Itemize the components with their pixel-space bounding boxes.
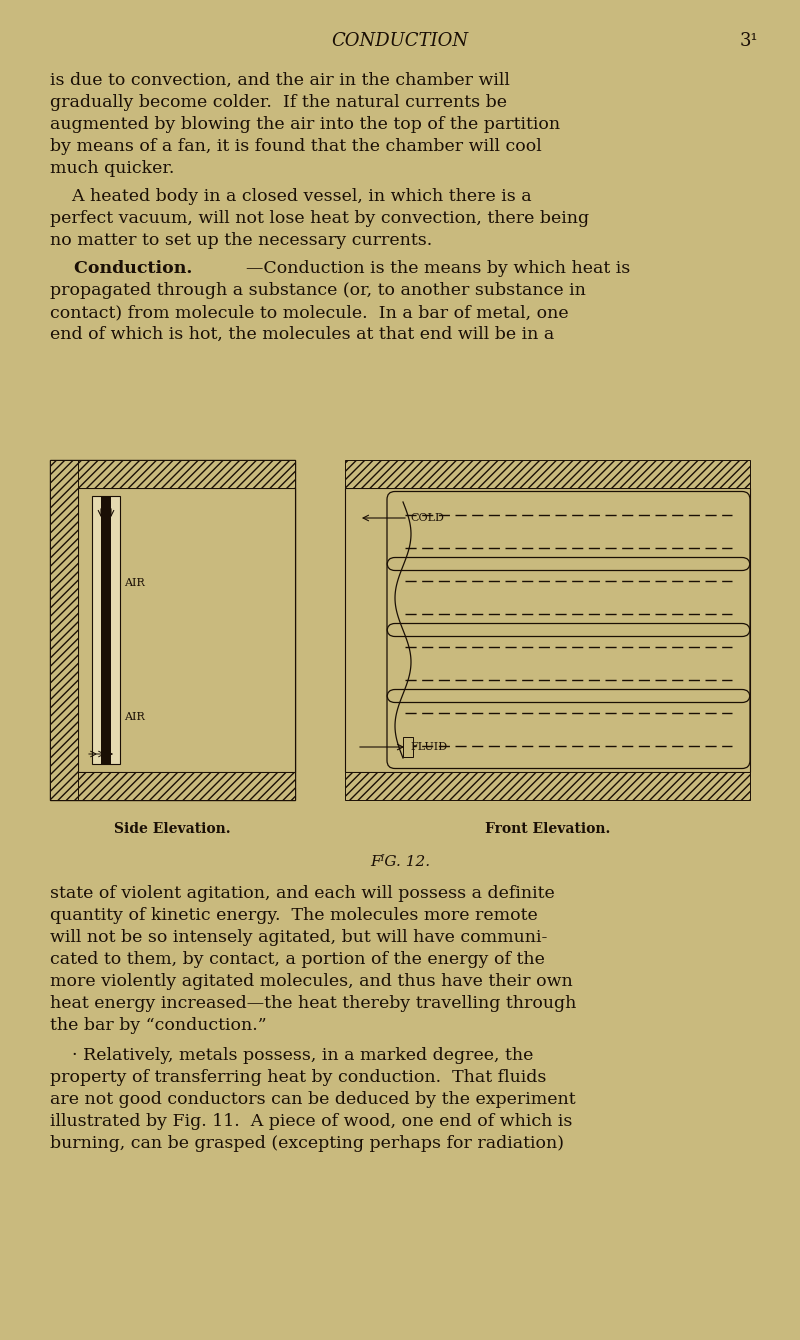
Text: augmented by blowing the air into the top of the partition: augmented by blowing the air into the to… xyxy=(50,117,560,133)
Bar xyxy=(101,699,111,706)
Text: COLD: COLD xyxy=(410,513,444,523)
Text: 3¹: 3¹ xyxy=(740,32,758,50)
Text: are not good conductors can be deduced by the experiment: are not good conductors can be deduced b… xyxy=(50,1091,576,1108)
Bar xyxy=(50,460,295,800)
Text: much quicker.: much quicker. xyxy=(50,159,174,177)
Bar xyxy=(101,649,111,655)
Bar xyxy=(101,598,111,604)
Bar xyxy=(101,496,111,764)
Text: Side Elevation.: Side Elevation. xyxy=(114,821,231,836)
Text: AIR: AIR xyxy=(124,578,145,588)
Text: state of violent agitation, and each will possess a definite: state of violent agitation, and each wil… xyxy=(50,884,554,902)
Text: AIR: AIR xyxy=(124,712,145,722)
Text: gradually become colder.  If the natural currents be: gradually become colder. If the natural … xyxy=(50,94,507,111)
Text: Conduction.: Conduction. xyxy=(50,260,192,277)
Bar xyxy=(403,737,413,757)
Text: perfect vacuum, will not lose heat by convection, there being: perfect vacuum, will not lose heat by co… xyxy=(50,210,589,226)
Text: A heated body in a closed vessel, in which there is a: A heated body in a closed vessel, in whi… xyxy=(50,188,532,205)
Bar xyxy=(78,488,295,772)
Text: quantity of kinetic energy.  The molecules more remote: quantity of kinetic energy. The molecule… xyxy=(50,907,538,925)
Bar xyxy=(92,496,120,764)
Text: heat energy increased—the heat thereby travelling through: heat energy increased—the heat thereby t… xyxy=(50,996,576,1012)
Text: is due to convection, and the air in the chamber will: is due to convection, and the air in the… xyxy=(50,72,510,88)
Text: burning, can be grasped (excepting perhaps for radiation): burning, can be grasped (excepting perha… xyxy=(50,1135,564,1152)
Text: the bar by “conduction.”: the bar by “conduction.” xyxy=(50,1017,266,1034)
Text: contact) from molecule to molecule.  In a bar of metal, one: contact) from molecule to molecule. In a… xyxy=(50,304,569,322)
Text: propagated through a substance (or, to another substance in: propagated through a substance (or, to a… xyxy=(50,281,586,299)
Text: illustrated by Fig. 11.  A piece of wood, one end of which is: illustrated by Fig. 11. A piece of wood,… xyxy=(50,1114,572,1130)
Bar xyxy=(345,460,750,488)
Bar xyxy=(345,772,750,800)
Text: CONDUCTION: CONDUCTION xyxy=(331,32,469,50)
Bar xyxy=(50,460,295,488)
Text: no matter to set up the necessary currents.: no matter to set up the necessary curren… xyxy=(50,232,432,249)
Text: FLUID: FLUID xyxy=(410,742,447,752)
Text: by means of a fan, it is found that the chamber will cool: by means of a fan, it is found that the … xyxy=(50,138,542,155)
Text: FᴵG. 12.: FᴵG. 12. xyxy=(370,855,430,870)
Bar xyxy=(101,544,111,551)
Text: more violently agitated molecules, and thus have their own: more violently agitated molecules, and t… xyxy=(50,973,573,990)
Bar xyxy=(50,460,78,800)
Text: —Conduction is the means by which heat is: —Conduction is the means by which heat i… xyxy=(246,260,630,277)
Text: Front Elevation.: Front Elevation. xyxy=(485,821,610,836)
Text: end of which is hot, the molecules at that end will be in a: end of which is hot, the molecules at th… xyxy=(50,326,554,343)
Text: · Relatively, metals possess, in a marked degree, the: · Relatively, metals possess, in a marke… xyxy=(50,1047,534,1064)
Bar xyxy=(50,772,295,800)
Text: cated to them, by contact, a portion of the energy of the: cated to them, by contact, a portion of … xyxy=(50,951,545,967)
Bar xyxy=(345,488,750,772)
Text: will not be so intensely agitated, but will have communi-: will not be so intensely agitated, but w… xyxy=(50,929,547,946)
Text: property of transferring heat by conduction.  That fluids: property of transferring heat by conduct… xyxy=(50,1069,546,1085)
